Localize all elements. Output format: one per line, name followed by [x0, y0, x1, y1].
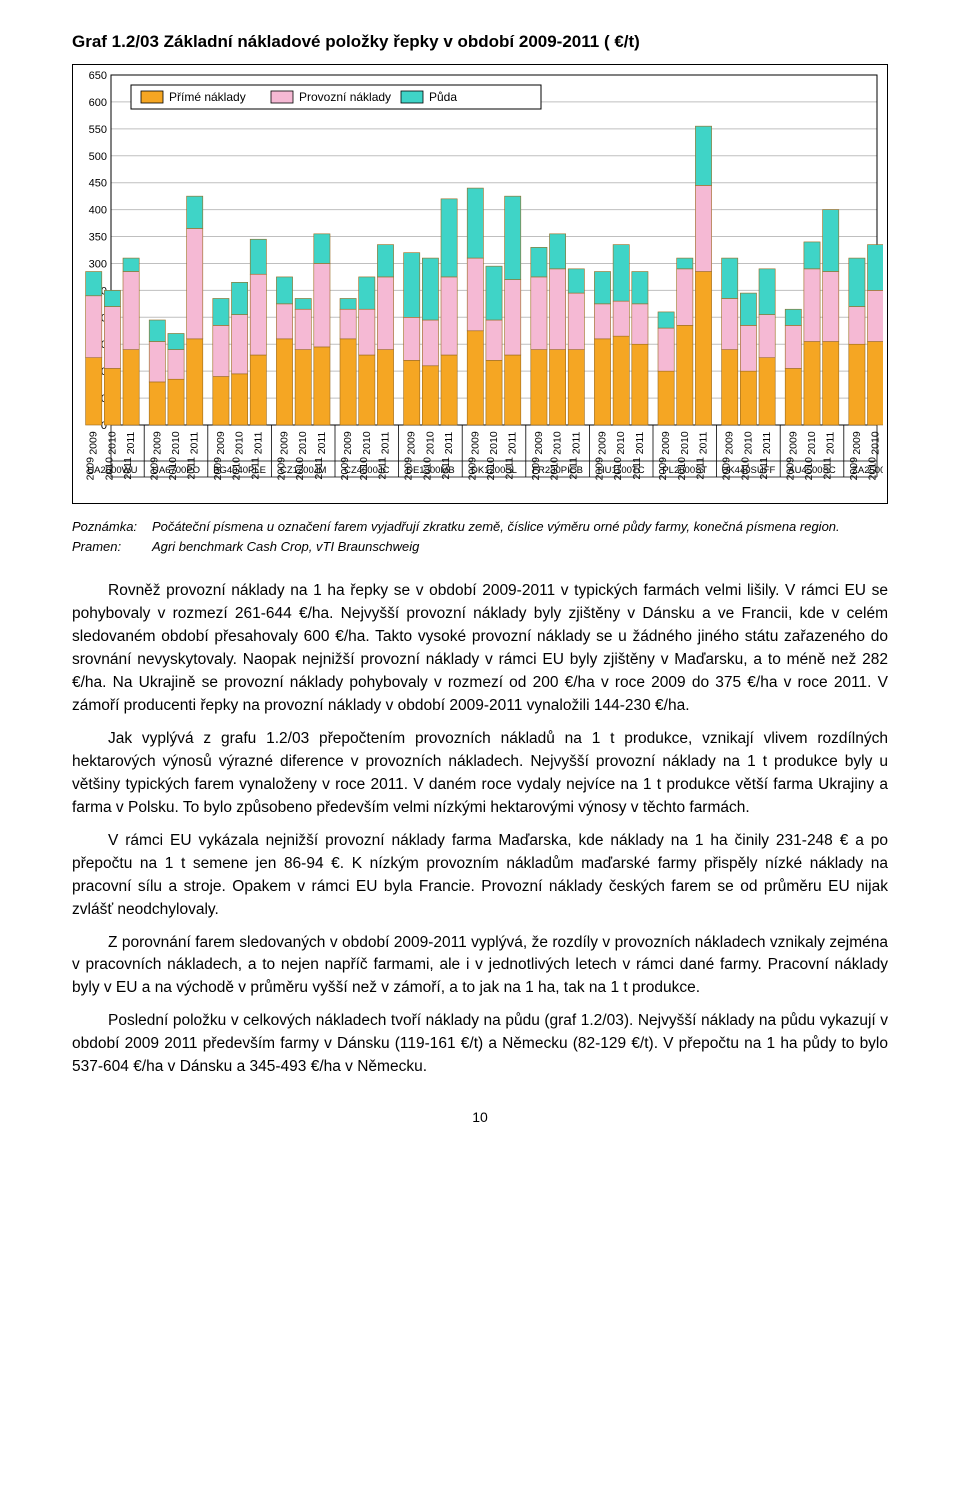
svg-text:UA6700PO: UA6700PO [152, 465, 200, 476]
svg-text:2011: 2011 [316, 432, 328, 455]
svg-text:500: 500 [89, 151, 107, 163]
svg-text:2009: 2009 [215, 431, 227, 455]
svg-text:2010: 2010 [870, 431, 882, 455]
source-label: Pramen: [72, 538, 152, 556]
svg-text:Půda: Půda [429, 90, 457, 104]
svg-text:2010: 2010 [297, 431, 309, 455]
svg-text:UK440SUFF: UK440SUFF [721, 465, 775, 476]
svg-text:2010: 2010 [615, 431, 627, 455]
svg-text:2011: 2011 [825, 432, 837, 455]
svg-text:350: 350 [89, 232, 107, 244]
page: Graf 1.2/03 Základní nákladové položky ř… [0, 0, 960, 1165]
svg-text:2010: 2010 [488, 431, 500, 455]
svg-text:Přímé náklady: Přímé náklady [169, 90, 246, 104]
svg-text:2011: 2011 [189, 432, 201, 455]
svg-text:Provozní náklady: Provozní náklady [299, 90, 391, 104]
svg-text:2011: 2011 [698, 432, 710, 455]
svg-text:2010: 2010 [424, 431, 436, 455]
svg-text:CZ1200JM: CZ1200JM [280, 465, 327, 476]
svg-text:2010: 2010 [806, 431, 818, 455]
paragraph: Jak vyplývá z grafu 1.2/03 přepočtením p… [72, 728, 888, 820]
svg-text:2009: 2009 [469, 431, 481, 455]
footnote-row-1: Poznámka: Počáteční písmena u označení f… [72, 518, 888, 536]
svg-text:400: 400 [89, 205, 107, 217]
svg-text:HU1100TC: HU1100TC [598, 465, 645, 476]
svg-text:DK1200SL: DK1200SL [471, 465, 517, 476]
footnote-text: Počáteční písmena u označení farem vyjad… [152, 518, 888, 536]
svg-text:2009: 2009 [533, 431, 545, 455]
svg-text:650: 650 [89, 70, 107, 82]
svg-text:2010: 2010 [742, 431, 754, 455]
svg-text:PL2000ST: PL2000ST [662, 465, 707, 476]
svg-text:2011: 2011 [125, 432, 137, 455]
svg-text:2011: 2011 [252, 432, 264, 455]
svg-text:2010: 2010 [106, 431, 118, 455]
paragraph: Z porovnání farem sledovaných v období 2… [72, 932, 888, 1001]
paragraph: V rámci EU vykázala nejnižší provozní ná… [72, 830, 888, 922]
svg-text:2009: 2009 [851, 431, 863, 455]
svg-text:550: 550 [89, 124, 107, 136]
svg-text:FR230PICB: FR230PICB [532, 465, 583, 476]
chart-container: 0501001502002503003504004505005506006502… [72, 64, 888, 504]
paragraph: Rovněž provozní náklady na 1 ha řepky se… [72, 580, 888, 718]
svg-text:2010: 2010 [361, 431, 373, 455]
svg-text:AU4500SC: AU4500SC [788, 465, 836, 476]
svg-text:CZ4000JC: CZ4000JC [344, 465, 390, 476]
svg-text:2009: 2009 [660, 431, 672, 455]
svg-text:2009: 2009 [787, 431, 799, 455]
svg-text:ZA2500OV: ZA2500OV [852, 465, 883, 476]
svg-text:2009: 2009 [342, 431, 354, 455]
svg-text:600: 600 [89, 97, 107, 109]
svg-text:2011: 2011 [380, 432, 392, 455]
svg-text:2011: 2011 [507, 432, 519, 455]
svg-text:2009: 2009 [597, 431, 609, 455]
svg-text:2009: 2009 [88, 431, 100, 455]
footnote-label: Poznámka: [72, 518, 152, 536]
source-text: Agri benchmark Cash Crop, vTI Braunschwe… [152, 538, 888, 556]
paragraph: Poslední položku v celkových nákladech t… [72, 1010, 888, 1079]
svg-text:2009: 2009 [406, 431, 418, 455]
chart-title: Graf 1.2/03 Základní nákladové položky ř… [72, 32, 888, 52]
svg-text:2010: 2010 [234, 431, 246, 455]
page-number: 10 [72, 1109, 888, 1125]
footnote-row-2: Pramen: Agri benchmark Cash Crop, vTI Br… [72, 538, 888, 556]
svg-text:2011: 2011 [634, 432, 646, 455]
svg-text:UA2600WU: UA2600WU [87, 465, 137, 476]
svg-text:300: 300 [89, 258, 107, 270]
svg-text:2010: 2010 [170, 431, 182, 455]
svg-text:2011: 2011 [570, 432, 582, 455]
svg-text:DE1300MB: DE1300MB [406, 465, 455, 476]
svg-text:2011: 2011 [761, 432, 773, 455]
svg-text:2009: 2009 [279, 431, 291, 455]
body-text: Rovněž provozní náklady na 1 ha řepky se… [72, 580, 888, 1079]
svg-text:2010: 2010 [679, 431, 691, 455]
svg-text:2009: 2009 [151, 431, 163, 455]
svg-text:2010: 2010 [552, 431, 564, 455]
svg-text:2011: 2011 [443, 432, 455, 455]
svg-text:BG4040PLE: BG4040PLE [213, 465, 266, 476]
svg-text:2009: 2009 [724, 431, 736, 455]
svg-text:450: 450 [89, 178, 107, 190]
chart-svg: 0501001502002503003504004505005506006502… [77, 69, 883, 499]
